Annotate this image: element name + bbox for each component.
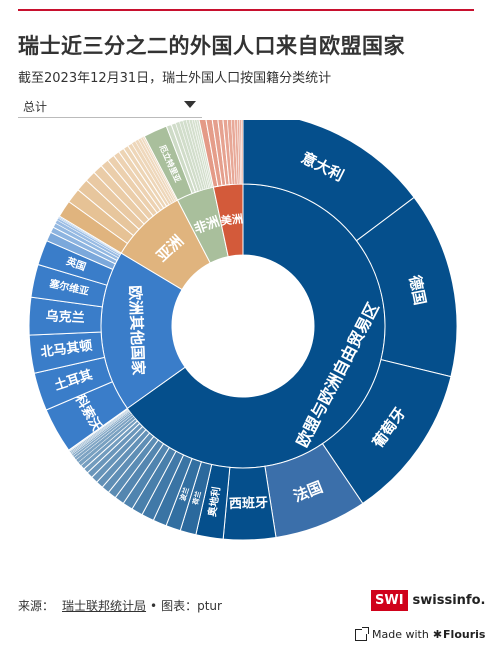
outer-label-6: 荷兰 (190, 490, 203, 507)
swissinfo-logo[interactable]: SWI swissinfo.ch (371, 589, 485, 611)
chevron-down-icon (184, 101, 196, 108)
filter-selected-value: 总计 (23, 100, 48, 114)
flourish-label: Flourish (443, 628, 485, 641)
footer-source: 来源： 瑞士联邦统计局 • 图表：ptur (18, 597, 222, 614)
inner-label-4: 美洲 (220, 211, 243, 227)
chart-subtitle: 截至2023年12月31日，瑞士外国人口按国籍分类统计 (18, 71, 332, 86)
logo-text: swissinfo.ch (412, 592, 485, 608)
made-with-label: Made with (372, 628, 429, 641)
chart-title: 瑞士近三分之二的外国人口来自欧盟国家 (18, 34, 405, 58)
outer-label-35: 北马其顿 (40, 338, 94, 361)
source-label: 来源： (18, 599, 55, 613)
outer-label-4: 西班牙 (229, 495, 268, 512)
outer-label-1: 德国 (406, 274, 430, 307)
filter-dropdown[interactable]: 总计 (18, 96, 202, 118)
outer-segment-83[interactable] (241, 120, 244, 185)
outer-label-36: 乌克兰 (45, 308, 85, 326)
source-link[interactable]: 瑞士联邦统计局 (62, 599, 147, 613)
outer-label-7: 波兰 (178, 486, 191, 502)
top-accent-bar (18, 9, 474, 11)
sunburst-chart: 意大利德国葡萄牙法国西班牙奥地利荷兰波兰科索沃土耳其北马其顿乌克兰塞尔维亚英国厄… (28, 120, 458, 541)
asterisk-icon: ✱ (432, 628, 443, 641)
footer-separator: • (150, 599, 158, 613)
logo-badge: SWI (371, 589, 408, 611)
chart-credit: 图表：ptur (161, 599, 222, 613)
inner-label-1: 欧洲其他国家 (126, 285, 148, 376)
external-link-icon (355, 626, 369, 641)
made-with-flourish-link[interactable]: Made with ✱ Flourish (355, 626, 485, 641)
